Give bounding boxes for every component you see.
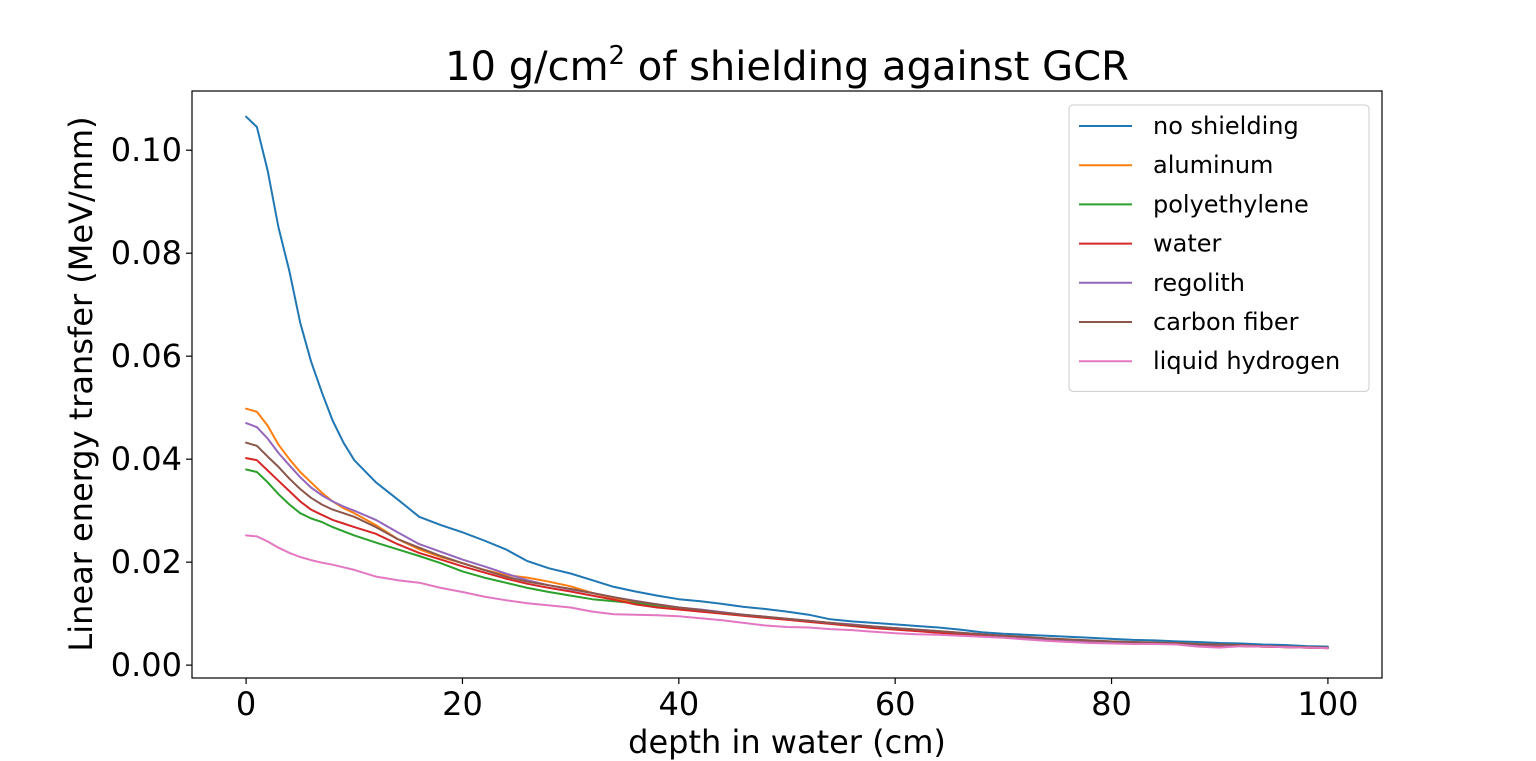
chart-title-suffix: of shielding against GCR — [625, 44, 1129, 90]
axes-frame — [191, 90, 1383, 679]
y-tick-label: 0.02 — [111, 543, 182, 581]
chart-title-main: 10 g/cm — [445, 44, 608, 90]
series-line-no-shielding — [245, 115, 1329, 648]
x-tick-label: 60 — [875, 685, 916, 723]
x-tick-label: 40 — [658, 685, 699, 723]
chart-title-superscript: 2 — [609, 41, 626, 71]
legend: no shielding aluminum polyethylene water reg… — [1068, 104, 1370, 392]
legend-label: regolith — [1153, 269, 1245, 297]
legend-label: aluminum — [1153, 151, 1273, 179]
legend-box — [1068, 104, 1370, 392]
axes: 0 20 40 60 80 100 0.00 0.02 0.04 0.06 0.08 0.10 — [111, 90, 1383, 723]
series-line-liquid-hydrogen — [245, 534, 1329, 650]
y-tick-label: 0.06 — [111, 337, 182, 375]
chart-title: 10 g/cm2 of shielding against GCR — [445, 41, 1129, 90]
y-axis-title: Linear energy transfer (MeV/mm) — [62, 116, 100, 651]
series-line-carbon-fiber — [245, 441, 1329, 649]
x-tick-label: 20 — [442, 685, 483, 723]
y-tick-label: 0.00 — [111, 646, 182, 684]
x-tick-label: 0 — [236, 685, 256, 723]
y-tick-label: 0.04 — [111, 440, 182, 478]
x-axis-title: depth in water (cm) — [628, 723, 946, 761]
legend-label: liquid hydrogen — [1153, 347, 1340, 375]
legend-label: polyethylene — [1153, 190, 1309, 218]
titles: 10 g/cm2 of shielding against GCR depth … — [62, 41, 1129, 761]
legend-label: no shielding — [1153, 112, 1299, 140]
y-tick-label: 0.10 — [111, 131, 182, 169]
legend-label: carbon fiber — [1153, 308, 1299, 336]
x-tick-label: 100 — [1297, 685, 1358, 723]
x-tick-label: 80 — [1091, 685, 1132, 723]
y-tick-label: 0.08 — [111, 234, 182, 272]
series-layer — [245, 115, 1329, 650]
legend-label: water — [1153, 230, 1222, 258]
